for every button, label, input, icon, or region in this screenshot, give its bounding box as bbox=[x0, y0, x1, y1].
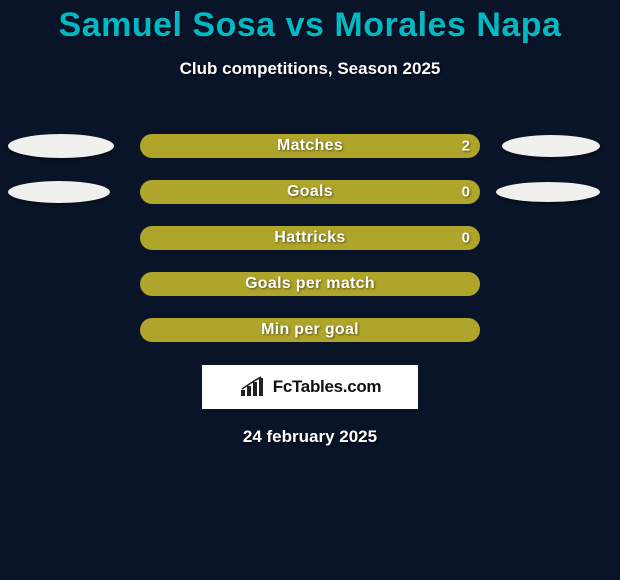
stat-bar: Min per goal bbox=[140, 318, 480, 342]
stat-row: Hattricks 0 bbox=[0, 215, 620, 261]
right-ellipse bbox=[496, 182, 600, 202]
stat-value-right: 2 bbox=[462, 138, 470, 155]
stat-label: Matches bbox=[277, 137, 343, 155]
stat-bar: Goals per match bbox=[140, 272, 480, 296]
stat-row: Matches 2 bbox=[0, 123, 620, 169]
stat-row: Goals per match bbox=[0, 261, 620, 307]
footer-date: 24 february 2025 bbox=[0, 427, 620, 447]
stat-label: Min per goal bbox=[261, 321, 359, 339]
logo-text: FcTables.com bbox=[273, 377, 382, 397]
stats-rows: Matches 2 Goals 0 Hattricks 0 Goals per match M… bbox=[0, 123, 620, 353]
stat-bar: Goals 0 bbox=[140, 180, 480, 204]
page-title: Samuel Sosa vs Morales Napa bbox=[0, 0, 620, 45]
stat-bar: Matches 2 bbox=[140, 134, 480, 158]
logo-box: FcTables.com bbox=[202, 365, 418, 409]
page-subtitle: Club competitions, Season 2025 bbox=[0, 59, 620, 79]
left-ellipse bbox=[8, 181, 110, 203]
stat-bar: Hattricks 0 bbox=[140, 226, 480, 250]
stat-label: Goals bbox=[287, 183, 333, 201]
right-ellipse bbox=[502, 135, 600, 157]
left-ellipse bbox=[8, 134, 114, 158]
chart-bars-icon bbox=[239, 376, 267, 398]
stat-value-right: 0 bbox=[462, 184, 470, 201]
stat-label: Hattricks bbox=[274, 229, 345, 247]
stat-row: Min per goal bbox=[0, 307, 620, 353]
stat-row: Goals 0 bbox=[0, 169, 620, 215]
stat-value-right: 0 bbox=[462, 230, 470, 247]
stat-label: Goals per match bbox=[245, 275, 375, 293]
